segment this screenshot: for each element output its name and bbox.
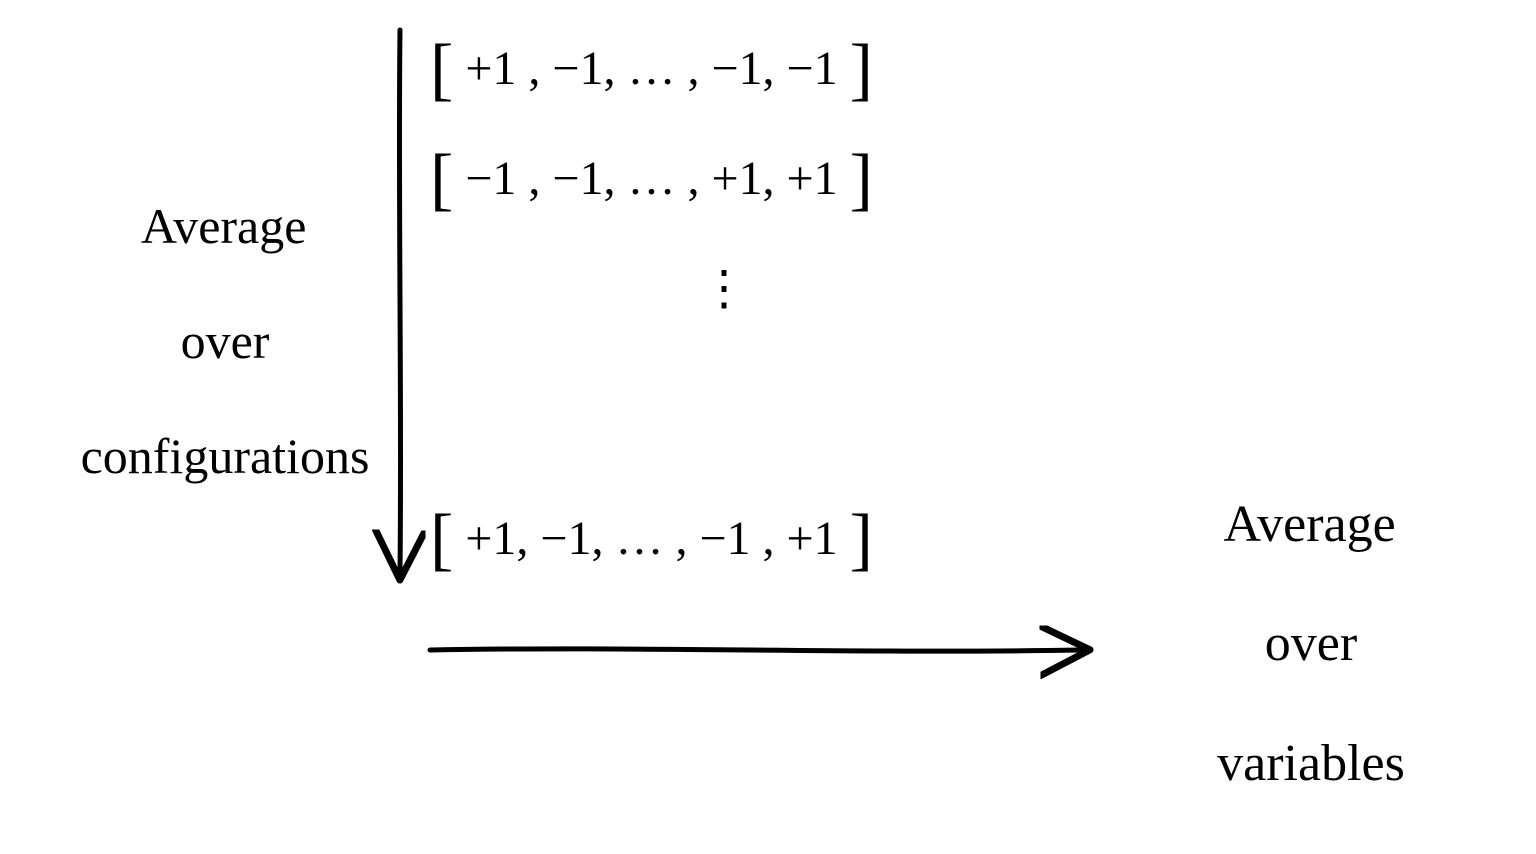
bracket-open: [ xyxy=(430,141,453,218)
bracket-open: [ xyxy=(430,501,453,578)
label-right-line3: variables xyxy=(1217,735,1405,792)
bracket-close: ] xyxy=(850,501,873,578)
row-content: −1 , −1, … , +1, +1 xyxy=(465,152,837,205)
label-right: Average over variables xyxy=(1105,435,1465,854)
label-right-line2: over xyxy=(1265,615,1357,672)
bracket-close: ] xyxy=(850,31,873,108)
arrow-vertical xyxy=(399,30,400,570)
matrix-row-2: [ −1 , −1, … , +1, +1 ] xyxy=(430,140,873,220)
diagram-stage: Average over configurations Average over… xyxy=(0,0,1536,700)
label-left-line2: over xyxy=(181,313,270,369)
matrix-vdots: ⋮ xyxy=(700,260,750,316)
row-content: +1, −1, … , −1 , +1 xyxy=(465,512,837,565)
label-right-line1: Average xyxy=(1223,496,1395,553)
label-left-line1: Average xyxy=(141,198,307,254)
matrix-row-1: [ +1 , −1, … , −1, −1 ] xyxy=(430,30,873,110)
arrow-horizontal xyxy=(430,649,1080,651)
vdots: ⋮ xyxy=(700,262,750,315)
bracket-close: ] xyxy=(850,141,873,218)
bracket-open: [ xyxy=(430,31,453,108)
row-content: +1 , −1, … , −1, −1 xyxy=(465,42,849,95)
label-left-line3: configurations xyxy=(81,428,370,484)
matrix-row-3: [ +1, −1, … , −1 , +1 ] xyxy=(430,500,873,580)
label-left: Average over configurations xyxy=(20,140,380,543)
